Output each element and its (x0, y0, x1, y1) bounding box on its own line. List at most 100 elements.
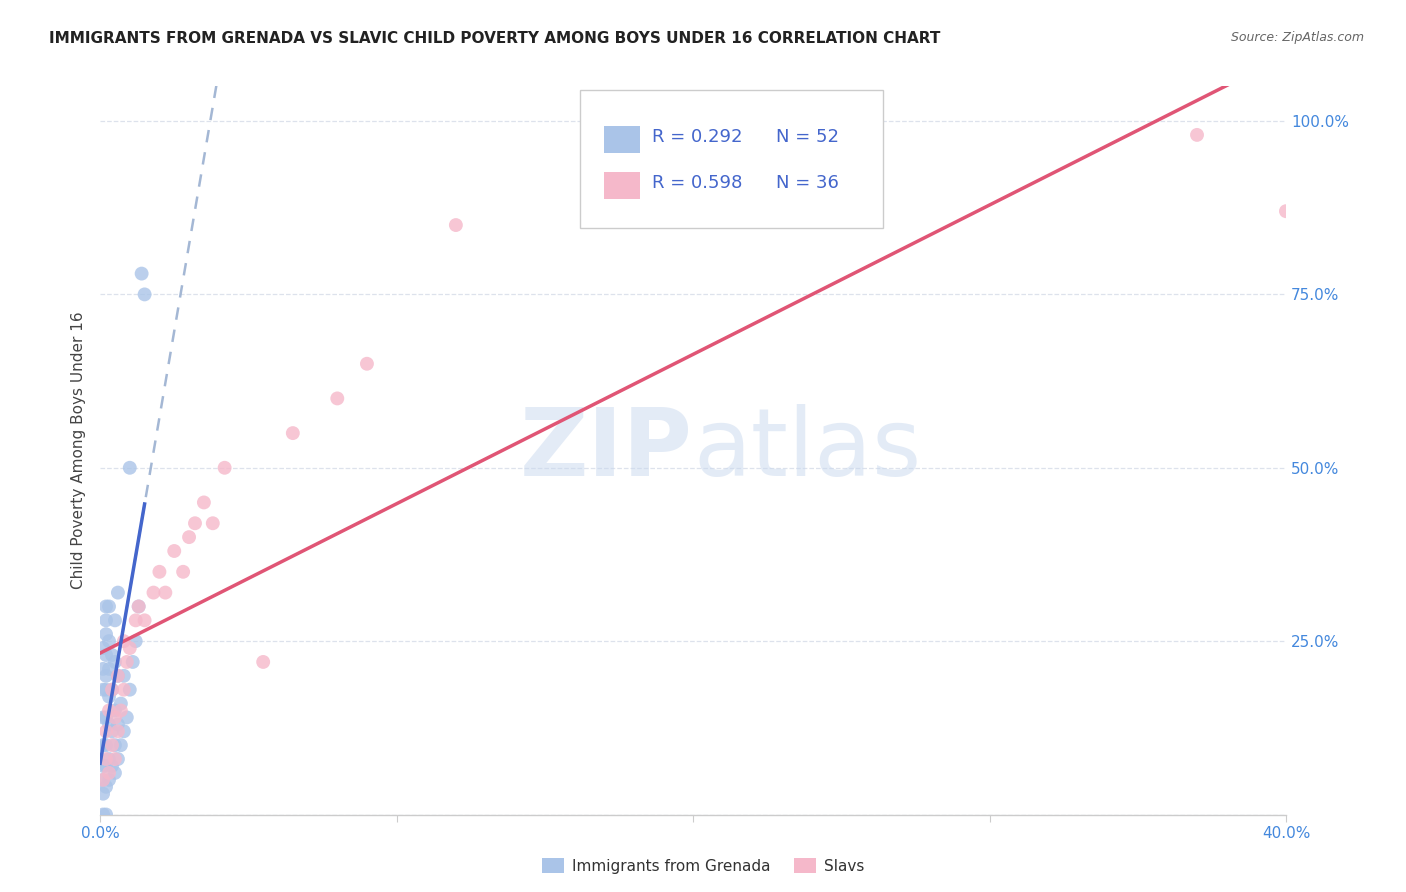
Point (128, 599, 150, 614)
Point (201, 516, 224, 531)
Point (94, 710, 117, 724)
Point (104, 704, 127, 718)
Point (184, 516, 207, 531)
Point (131, 267, 153, 281)
Point (112, 682, 135, 697)
Point (107, 724, 129, 739)
Point (98, 717, 121, 731)
Point (101, 738, 124, 752)
Point (94, 780, 117, 794)
Point (104, 710, 127, 724)
Point (101, 682, 124, 697)
Point (107, 585, 129, 599)
Legend: Immigrants from Grenada, Slavs: Immigrants from Grenada, Slavs (536, 852, 870, 880)
Point (252, 655, 274, 669)
Point (125, 613, 148, 627)
Point (110, 738, 132, 752)
Point (1275, 204, 1298, 219)
Point (193, 495, 215, 509)
Point (104, 655, 127, 669)
Point (98, 772, 121, 787)
Point (112, 634, 135, 648)
Point (94, 613, 117, 627)
Text: R = 0.292: R = 0.292 (651, 128, 742, 146)
Point (107, 669, 129, 683)
Point (94, 599, 117, 614)
Point (110, 697, 132, 711)
Text: IMMIGRANTS FROM GRENADA VS SLAVIC CHILD POVERTY AMONG BOYS UNDER 16 CORRELATION : IMMIGRANTS FROM GRENADA VS SLAVIC CHILD … (49, 31, 941, 46)
Point (110, 704, 132, 718)
Point (91, 710, 114, 724)
Point (326, 392, 349, 406)
Point (91, 787, 114, 801)
Point (107, 717, 129, 731)
Point (118, 641, 141, 656)
Point (444, 218, 467, 232)
Bar (605, 126, 640, 153)
Point (98, 704, 121, 718)
Y-axis label: Child Poverty Among Boys Under 16: Child Poverty Among Boys Under 16 (72, 311, 86, 590)
Point (148, 565, 170, 579)
Point (177, 530, 200, 544)
Text: ZIP: ZIP (520, 404, 693, 497)
Point (112, 669, 135, 683)
Point (101, 682, 124, 697)
Text: N = 36: N = 36 (776, 174, 839, 192)
Point (98, 634, 121, 648)
Point (98, 765, 121, 780)
Point (91, 682, 114, 697)
Point (101, 759, 124, 773)
Point (91, 662, 114, 676)
Point (94, 669, 117, 683)
Point (142, 585, 165, 599)
Point (98, 662, 121, 676)
Point (91, 738, 114, 752)
Point (115, 710, 138, 724)
Point (91, 807, 114, 822)
Point (104, 752, 127, 766)
Text: R = 0.598: R = 0.598 (651, 174, 742, 192)
Point (107, 669, 129, 683)
Point (101, 648, 124, 662)
Text: Source: ZipAtlas.com: Source: ZipAtlas.com (1230, 31, 1364, 45)
Point (104, 765, 127, 780)
Point (163, 544, 186, 558)
Point (104, 738, 127, 752)
Point (115, 655, 138, 669)
Point (104, 613, 127, 627)
Point (94, 807, 117, 822)
Point (94, 759, 117, 773)
Point (98, 599, 121, 614)
Point (98, 752, 121, 766)
Point (112, 724, 135, 739)
Point (94, 724, 117, 739)
Point (91, 772, 114, 787)
Point (128, 599, 150, 614)
Point (1185, 128, 1208, 142)
Point (94, 682, 117, 697)
Point (94, 752, 117, 766)
FancyBboxPatch shape (581, 90, 883, 228)
Text: atlas: atlas (693, 404, 921, 497)
Point (94, 627, 117, 641)
Text: N = 52: N = 52 (776, 128, 839, 146)
Point (118, 460, 141, 475)
Point (91, 641, 114, 656)
Point (155, 585, 177, 599)
Point (125, 634, 148, 648)
Point (107, 752, 129, 766)
Point (94, 648, 117, 662)
Point (91, 772, 114, 787)
Point (134, 613, 156, 627)
Point (98, 690, 121, 704)
Point (172, 565, 194, 579)
Point (281, 426, 304, 441)
Point (94, 738, 117, 752)
Point (214, 460, 236, 475)
Point (356, 357, 378, 371)
Bar (605, 171, 640, 199)
Point (101, 724, 124, 739)
Point (118, 682, 141, 697)
Point (134, 287, 156, 301)
Point (121, 655, 143, 669)
